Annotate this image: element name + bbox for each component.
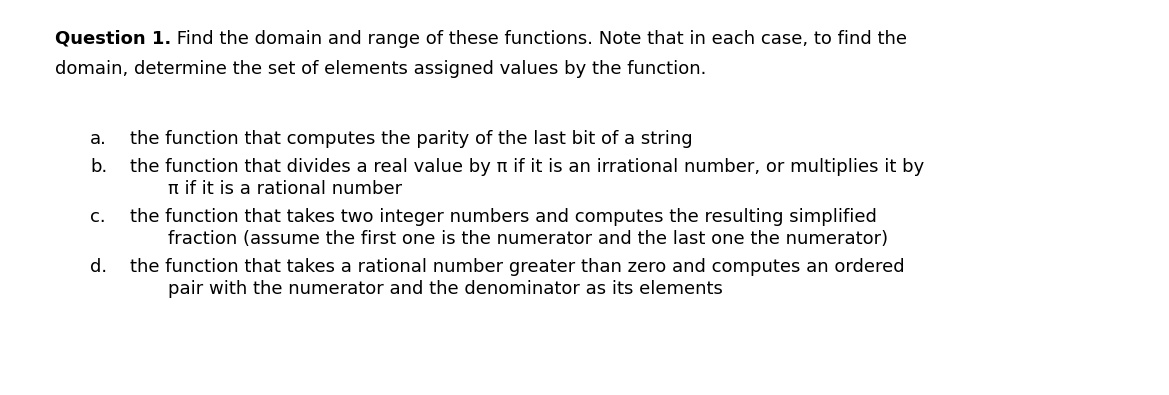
Text: the function that takes two integer numbers and computes the resulting simplifie: the function that takes two integer numb… xyxy=(130,208,877,226)
Text: the function that takes a rational number greater than zero and computes an orde: the function that takes a rational numbe… xyxy=(130,258,905,276)
Text: Question 1.: Question 1. xyxy=(55,30,171,48)
Text: domain, determine the set of elements assigned values by the function.: domain, determine the set of elements as… xyxy=(55,60,706,78)
Text: the function that computes the parity of the last bit of a string: the function that computes the parity of… xyxy=(130,130,692,148)
Text: fraction (assume the first one is the numerator and the last one the numerator): fraction (assume the first one is the nu… xyxy=(168,230,888,248)
Text: a.: a. xyxy=(90,130,106,148)
Text: the function that divides a real value by π if it is an irrational number, or mu: the function that divides a real value b… xyxy=(130,158,925,176)
Text: π if it is a rational number: π if it is a rational number xyxy=(168,180,402,198)
Text: c.: c. xyxy=(90,208,105,226)
Text: pair with the numerator and the denominator as its elements: pair with the numerator and the denomina… xyxy=(168,280,722,298)
Text: d.: d. xyxy=(90,258,108,276)
Text: Find the domain and range of these functions. Note that in each case, to find th: Find the domain and range of these funct… xyxy=(171,30,907,48)
Text: b.: b. xyxy=(90,158,108,176)
